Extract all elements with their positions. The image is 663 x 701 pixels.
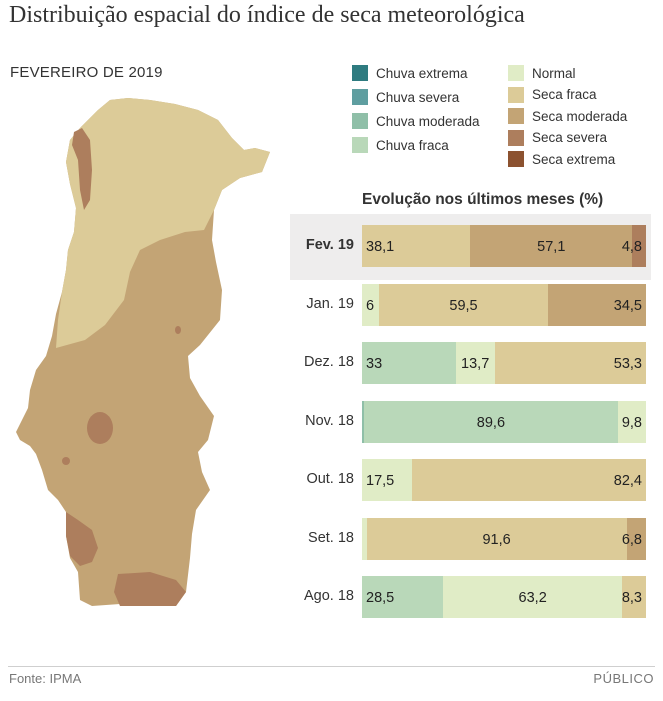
legend-item-normal: Normal	[508, 64, 576, 82]
bar-value-label: 28,5	[366, 590, 395, 606]
map-region-seca-fraca	[56, 98, 270, 348]
legend-item-chuva-extrema: Chuva extrema	[352, 64, 468, 82]
legend-label: Chuva moderada	[376, 113, 480, 129]
bar-segment-normal	[362, 283, 380, 326]
publisher-brand: PÚBLICO	[593, 671, 654, 686]
bar-segment-chuva-fraca	[362, 576, 443, 618]
bar-segment-chuva-fraca	[362, 342, 456, 384]
stacked-bar-chart-title: Evolução nos últimos meses (%)	[362, 191, 604, 208]
bar-row: Set. 181,691,66,8	[290, 507, 651, 573]
legend-swatch	[352, 137, 368, 153]
legend-item-chuva-moderada: Chuva moderada	[352, 112, 480, 130]
bar-row-label: Jan. 19	[306, 295, 354, 312]
bar-segment-seca-severa	[632, 225, 646, 267]
bar-segment-normal	[362, 517, 367, 560]
bar-segment-seca-moderada	[548, 283, 646, 326]
bar-value-label: 34,5	[613, 297, 642, 314]
bar-segment-seca-fraca	[366, 517, 627, 560]
bar-segment-seca-moderada	[470, 225, 633, 267]
legend-label: Seca fraca	[532, 87, 597, 102]
bar-value-label: 4,8	[621, 239, 642, 255]
legend-label: Seca moderada	[532, 108, 628, 124]
bar-row-label: Set. 18	[308, 529, 354, 546]
legend-label: Seca extrema	[532, 151, 616, 167]
legend-swatch	[352, 113, 368, 129]
bar-row: Ago. 18 28,5 63,2 8,3	[290, 565, 651, 631]
legend-item-chuva-fraca: Chuva fraca	[352, 136, 449, 154]
bar-segment-seca-fraca	[362, 225, 471, 267]
bar-segment-normal	[362, 459, 412, 501]
bar-value-label: 8,3	[621, 590, 642, 606]
bar-value-label: 82,4	[613, 473, 642, 489]
chart-title-main: Distribuição espacial do índice de seca …	[9, 2, 525, 28]
bar-row-label: Out. 18	[306, 471, 354, 487]
bar-segment-chuva-fraca	[363, 400, 619, 443]
bar-value-label: 13,7	[461, 356, 490, 372]
bar-segment-normal	[618, 400, 646, 443]
bar-row-label: Fev. 19	[305, 237, 354, 253]
map-region-seca-severa-center	[87, 412, 113, 444]
source-credit: Fonte: IPMA	[9, 671, 82, 686]
map-region-seca-severa-north	[72, 128, 92, 210]
bar-value-label: 6,8	[621, 531, 642, 548]
bar-row-label: Ago. 18	[304, 588, 354, 604]
bar-value-label: 6	[366, 297, 375, 314]
bar-row-label: Dez. 18	[304, 354, 354, 370]
bar-value-label: 57,1	[537, 239, 566, 255]
legend-swatch	[352, 65, 368, 81]
bar-value-label: 33	[366, 356, 383, 372]
bar-value-label: 89,6	[476, 414, 506, 431]
legend-item-seca-extrema: Seca extrema	[508, 150, 615, 168]
bar-row: Fev. 19 38,1 57,1 4,8	[290, 214, 651, 280]
bar-value-label: 91,6	[482, 531, 511, 548]
bar-row: Out. 18 17,5 82,4	[290, 448, 651, 514]
legend-swatch	[508, 86, 524, 103]
map-region-seca-severa-dot2	[62, 457, 70, 465]
bar-segment-chuva-moderada	[362, 400, 364, 443]
bar-row: Nov. 180,689,69,8	[290, 390, 651, 456]
legend-swatch	[352, 89, 368, 105]
bar-value-label: 17,5	[366, 473, 395, 489]
legend-swatch	[508, 65, 524, 81]
bar-row-label: Nov. 18	[305, 412, 354, 429]
legend-item-seca-severa: Seca severa	[508, 129, 607, 147]
bar-value-label: 53,3	[613, 356, 642, 372]
legend-item-seca-moderada: Seca moderada	[508, 107, 627, 125]
legend-label: Chuva fraca	[376, 137, 449, 153]
legend-item-chuva-severa: Chuva severa	[352, 88, 459, 106]
bar-segment-seca-fraca	[622, 576, 646, 618]
legend-label: Seca severa	[532, 130, 608, 145]
map-region-seca-severa-southwest	[66, 512, 98, 566]
bar-value-label: 38,1	[366, 239, 395, 255]
bar-value-label: 59,5	[449, 297, 478, 314]
legend-label: Normal	[532, 65, 576, 81]
legend-label: Chuva severa	[376, 89, 460, 105]
legend-swatch	[508, 129, 524, 146]
bar-row: Dez. 18 33 13,7 53,3	[290, 331, 651, 397]
legend-label: Chuva extrema	[376, 65, 468, 81]
bar-segment-seca-fraca	[411, 459, 646, 501]
footer-divider	[8, 666, 655, 667]
map-region-seca-severa-dot	[175, 326, 181, 334]
legend-swatch	[508, 108, 524, 124]
bar-value-label: 9,8	[621, 414, 642, 431]
legend-item-seca-fraca: Seca fraca	[508, 86, 597, 104]
bar-segment-seca-fraca	[379, 283, 548, 326]
bar-segment-seca-fraca	[494, 342, 646, 384]
bar-segment-seca-moderada	[626, 517, 646, 560]
bar-segment-normal	[442, 576, 623, 618]
bar-row: Jan. 19 6 59,5 34,5	[290, 273, 651, 339]
map-region-seca-severa-south	[114, 572, 186, 606]
legend-swatch	[508, 151, 524, 167]
map-subtitle: FEVEREIRO DE 2019	[10, 64, 163, 81]
bar-segment-normal	[455, 342, 495, 384]
bar-value-label: 63,2	[518, 590, 547, 606]
portugal-drought-map	[16, 98, 270, 606]
